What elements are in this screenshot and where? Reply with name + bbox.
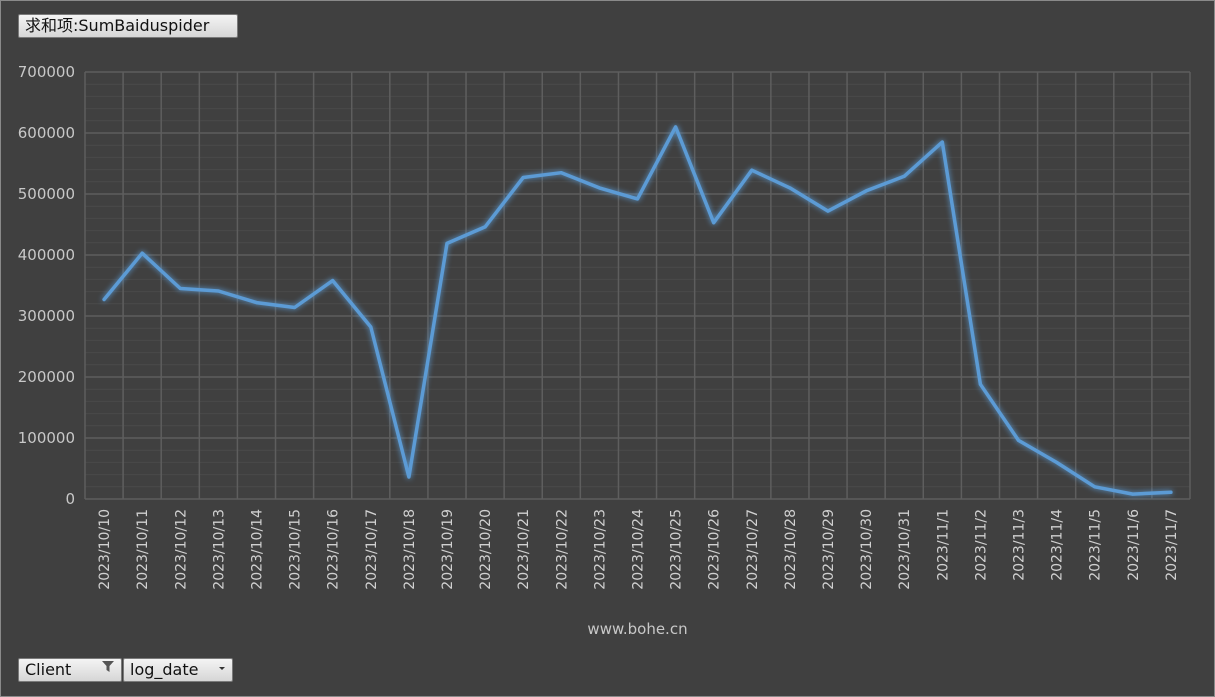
x-tick-label: 2023/10/25 bbox=[669, 509, 685, 590]
data-point bbox=[1055, 460, 1059, 464]
x-tick-label: 2023/10/10 bbox=[97, 509, 113, 590]
x-tick-label: 2023/10/12 bbox=[173, 509, 189, 590]
y-tick-label: 0 bbox=[65, 490, 75, 508]
data-point bbox=[254, 301, 258, 305]
data-point bbox=[521, 176, 525, 180]
y-axis: 0 100000 200000 300000 400000 500000 600000 700… bbox=[18, 63, 75, 508]
x-tick-label: 2023/10/20 bbox=[478, 509, 494, 590]
data-point bbox=[559, 171, 563, 175]
data-point bbox=[407, 475, 411, 479]
x-tick-label: 2023/10/27 bbox=[745, 509, 761, 590]
data-point bbox=[940, 140, 944, 144]
dropdown-arrow-icon bbox=[218, 659, 226, 682]
x-tick-label: 2023/10/17 bbox=[364, 509, 380, 590]
data-point bbox=[1131, 492, 1135, 496]
series-layer bbox=[102, 125, 1173, 496]
y-tick-label: 300000 bbox=[18, 307, 75, 325]
y-tick-label: 100000 bbox=[18, 429, 75, 447]
x-axis-title: www.bohe.cn bbox=[587, 620, 687, 638]
data-point bbox=[750, 168, 754, 172]
data-point bbox=[293, 305, 297, 309]
x-tick-label: 2023/10/29 bbox=[821, 509, 837, 590]
data-point bbox=[216, 289, 220, 293]
data-point bbox=[788, 186, 792, 190]
value-field-button[interactable]: 求和项:SumBaiduspider bbox=[18, 14, 238, 38]
x-tick-label: 2023/11/2 bbox=[973, 509, 989, 581]
data-point bbox=[369, 325, 373, 329]
data-point bbox=[636, 197, 639, 201]
gridlines bbox=[84, 71, 1191, 500]
x-tick-label: 2023/10/26 bbox=[707, 509, 723, 590]
y-tick-label: 200000 bbox=[18, 368, 75, 386]
x-tick-label: 2023/10/23 bbox=[592, 509, 608, 590]
x-tick-label: 2023/11/7 bbox=[1164, 509, 1180, 581]
log-date-field-label: log_date bbox=[130, 660, 199, 679]
x-tick-label: 2023/10/11 bbox=[135, 509, 151, 590]
x-tick-label: 2023/10/15 bbox=[288, 509, 304, 590]
x-tick-label: 2023/11/5 bbox=[1088, 509, 1104, 581]
x-tick-label: 2023/10/24 bbox=[631, 509, 647, 590]
y-tick-label: 700000 bbox=[18, 63, 75, 81]
x-tick-label: 2023/10/18 bbox=[402, 509, 418, 590]
client-field-button[interactable]: Client bbox=[18, 658, 122, 682]
data-point bbox=[483, 225, 487, 229]
y-tick-label: 600000 bbox=[18, 124, 75, 142]
data-point bbox=[178, 287, 182, 291]
x-tick-label: 2023/10/22 bbox=[554, 509, 570, 590]
x-tick-label: 2023/10/16 bbox=[326, 509, 342, 590]
x-tick-label: 2023/11/6 bbox=[1126, 509, 1142, 581]
data-point bbox=[1169, 490, 1173, 494]
data-point bbox=[1093, 485, 1097, 489]
data-point bbox=[1017, 438, 1021, 442]
data-point bbox=[331, 279, 335, 283]
x-tick-label: 2023/10/28 bbox=[783, 509, 799, 590]
client-field-label: Client bbox=[25, 660, 72, 679]
data-point bbox=[902, 174, 906, 178]
data-point bbox=[140, 251, 144, 255]
data-point bbox=[826, 209, 830, 213]
log-date-field-button[interactable]: log_date bbox=[123, 658, 233, 682]
x-tick-label: 2023/10/30 bbox=[859, 509, 875, 590]
y-tick-label: 500000 bbox=[18, 185, 75, 203]
data-point bbox=[597, 186, 601, 190]
filter-icon bbox=[101, 659, 115, 682]
data-point bbox=[102, 298, 106, 302]
x-tick-label: 2023/11/4 bbox=[1050, 509, 1066, 581]
data-point bbox=[445, 241, 449, 245]
x-tick-label: 2023/10/19 bbox=[440, 509, 456, 590]
x-tick-label: 2023/11/3 bbox=[1012, 509, 1028, 581]
x-tick-label: 2023/10/14 bbox=[249, 509, 265, 590]
x-tick-label: 2023/11/1 bbox=[935, 509, 951, 581]
x-tick-label: 2023/10/21 bbox=[516, 509, 532, 590]
data-point bbox=[712, 221, 716, 225]
x-axis: 2023/10/10 2023/10/11 2023/10/12 2023/10/13… bbox=[97, 509, 1180, 590]
data-point bbox=[864, 189, 868, 193]
data-point bbox=[978, 382, 982, 386]
x-tick-label: 2023/10/13 bbox=[211, 509, 227, 590]
data-point bbox=[674, 125, 678, 129]
x-tick-label: 2023/10/31 bbox=[897, 509, 913, 590]
value-field-label: 求和项:SumBaiduspider bbox=[25, 16, 210, 35]
y-tick-label: 400000 bbox=[18, 246, 75, 264]
